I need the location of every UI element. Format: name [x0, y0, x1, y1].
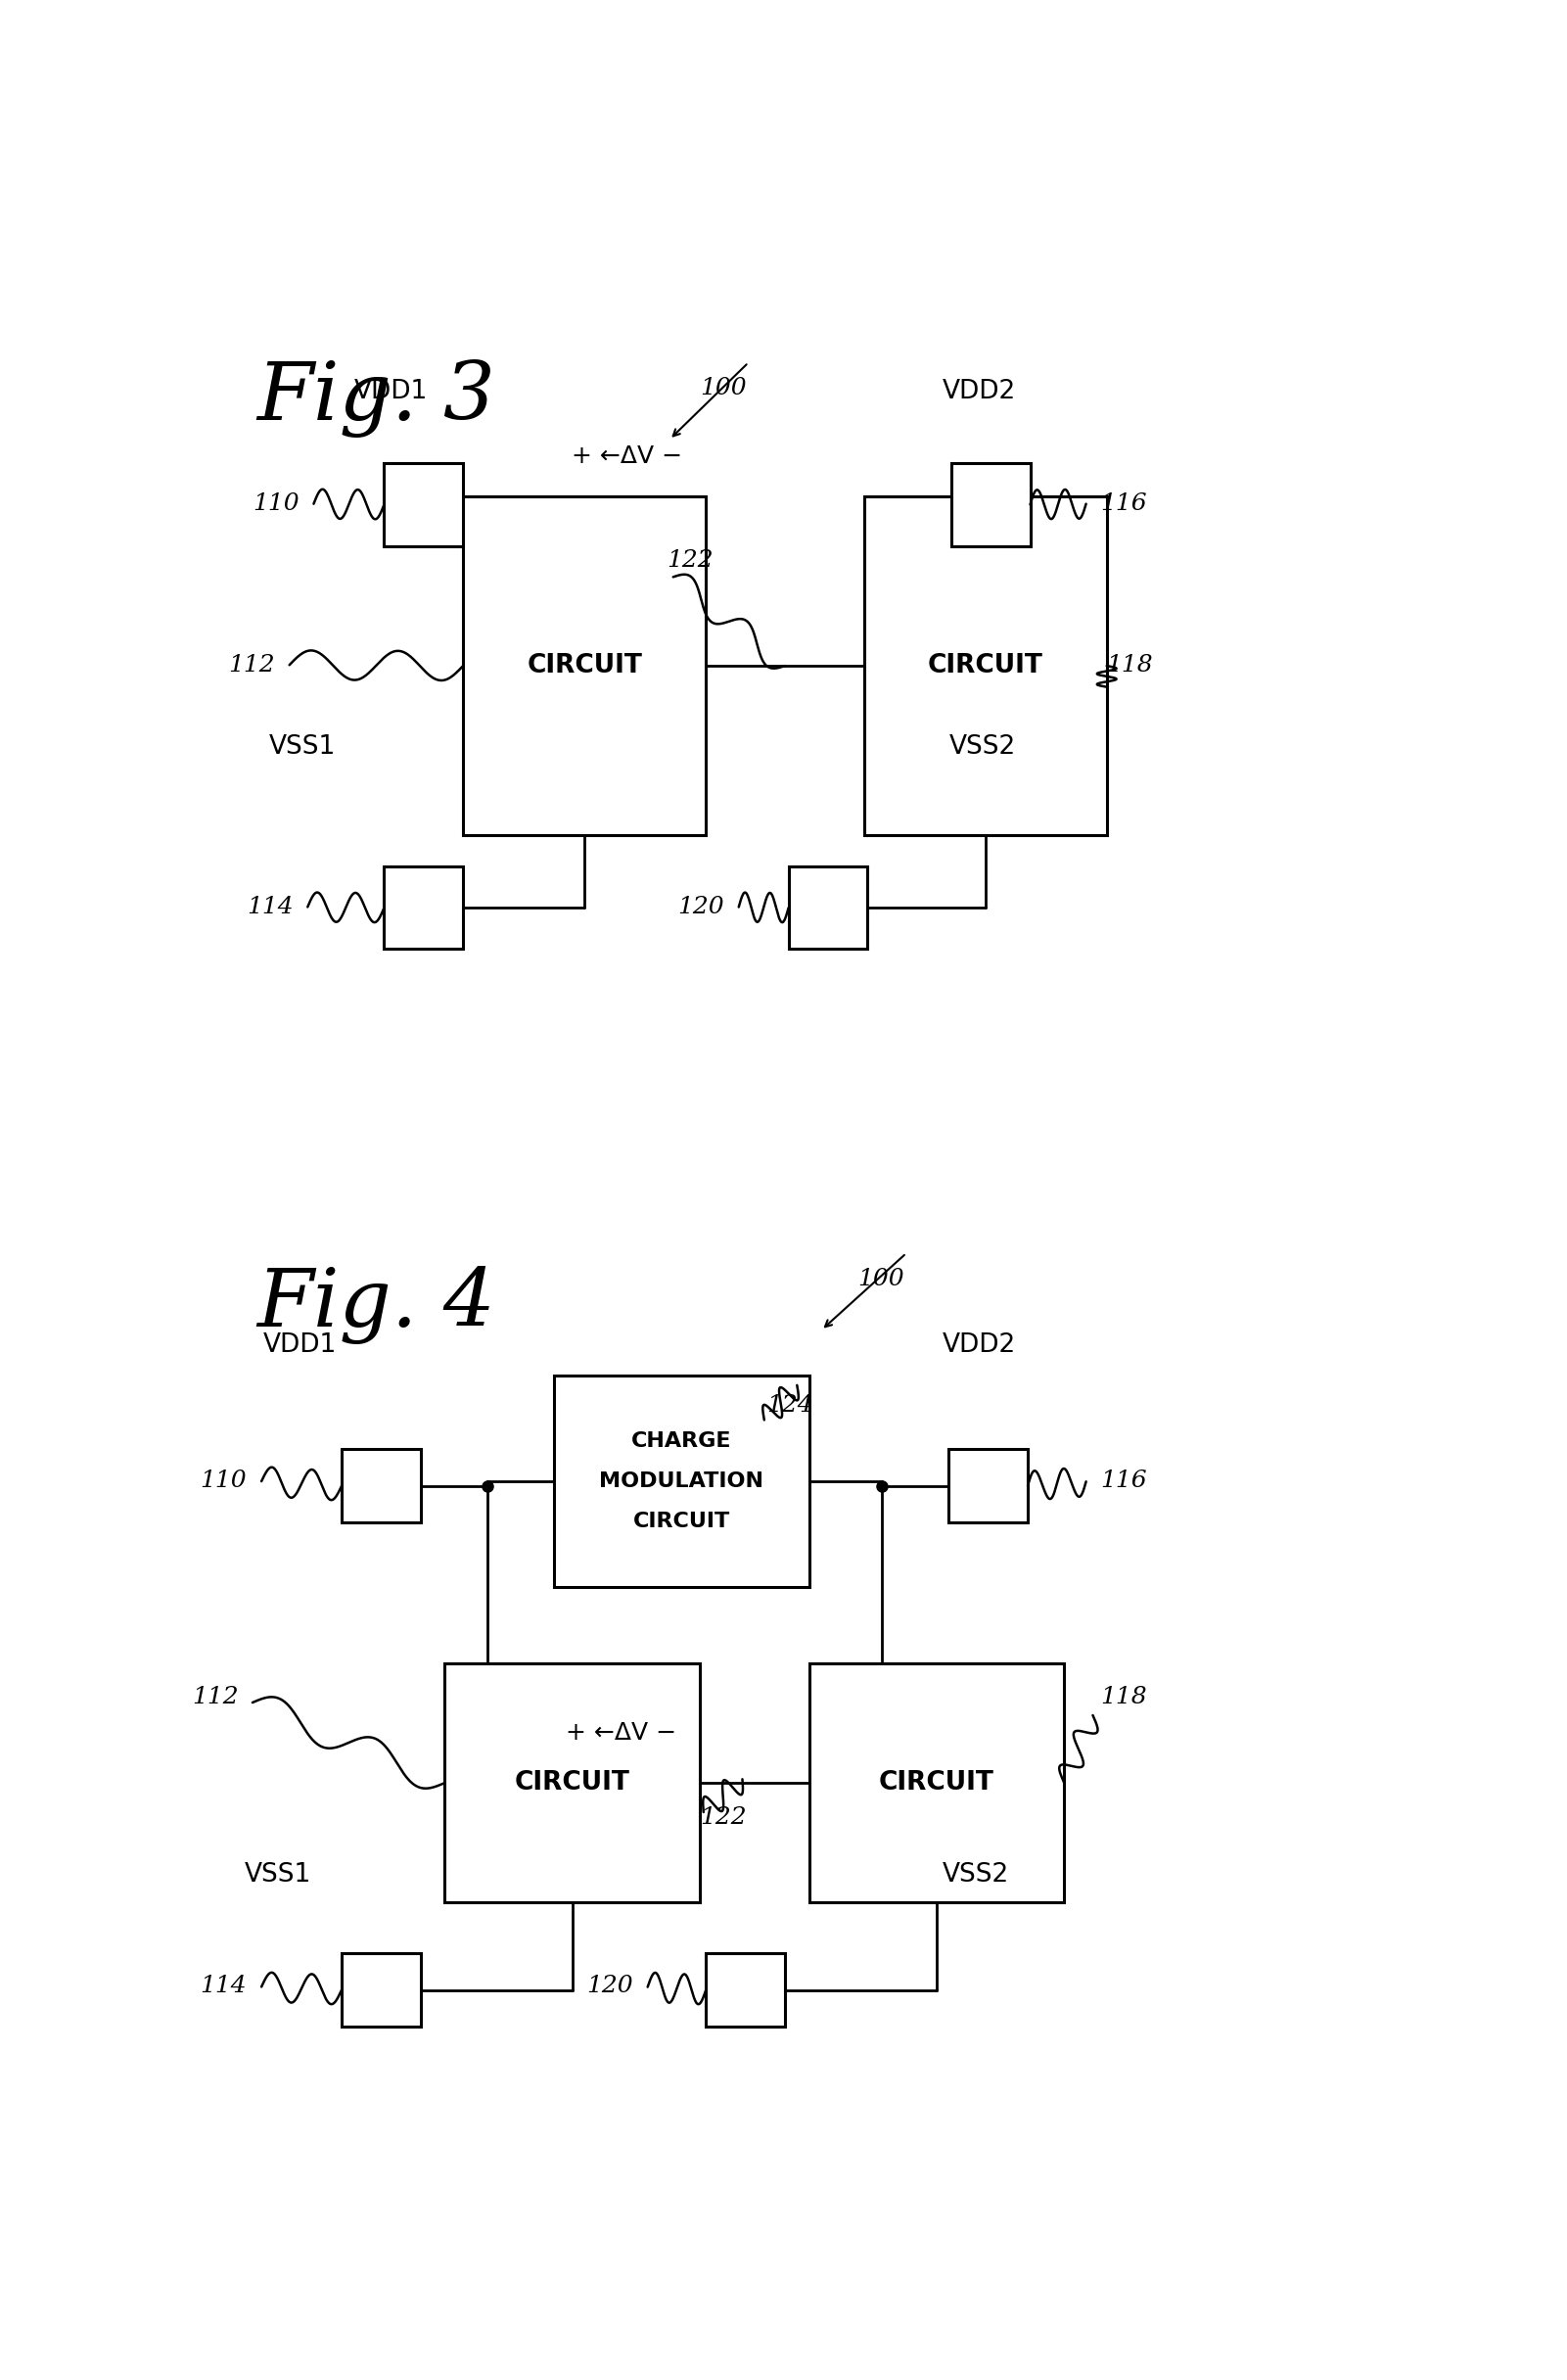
Text: 122: 122: [668, 550, 713, 571]
Text: CHARGE: CHARGE: [632, 1430, 732, 1452]
Text: 116: 116: [1100, 1468, 1147, 1492]
Bar: [342, 1954, 420, 2028]
Text: VSS1: VSS1: [270, 735, 335, 759]
Text: 114: 114: [201, 1975, 248, 1997]
Text: VSS1: VSS1: [244, 1861, 312, 1887]
Text: 124: 124: [766, 1395, 813, 1416]
Text: Fig. 3: Fig. 3: [257, 359, 495, 438]
Text: CIRCUIT: CIRCUIT: [633, 1511, 730, 1530]
Text: VDD1: VDD1: [354, 378, 428, 405]
Text: 112: 112: [229, 655, 274, 676]
Bar: [705, 1954, 785, 2028]
Text: 100: 100: [700, 376, 746, 400]
Text: 114: 114: [246, 895, 293, 919]
Bar: [950, 1449, 1028, 1523]
Bar: [342, 1449, 420, 1523]
Bar: [809, 1664, 1064, 1902]
Text: CIRCUIT: CIRCUIT: [928, 652, 1044, 678]
Text: + ←ΔV −: + ←ΔV −: [572, 445, 682, 469]
Bar: [464, 497, 707, 835]
Bar: [445, 1664, 700, 1902]
Text: VSS2: VSS2: [943, 1861, 1009, 1887]
Text: 120: 120: [677, 895, 724, 919]
Bar: [384, 866, 464, 950]
Text: VDD2: VDD2: [943, 378, 1017, 405]
Text: 110: 110: [201, 1468, 248, 1492]
Text: 118: 118: [1100, 1685, 1147, 1709]
Text: 112: 112: [191, 1685, 238, 1709]
Text: VDD1: VDD1: [263, 1333, 337, 1357]
Bar: [863, 497, 1106, 835]
Text: VSS2: VSS2: [950, 735, 1015, 759]
Text: Fig. 4: Fig. 4: [257, 1266, 495, 1345]
Text: CIRCUIT: CIRCUIT: [879, 1771, 995, 1795]
Text: + ←ΔV −: + ←ΔV −: [566, 1721, 677, 1745]
Bar: [555, 1376, 809, 1587]
Text: 116: 116: [1100, 493, 1147, 514]
Text: 122: 122: [700, 1806, 746, 1830]
Text: VDD2: VDD2: [943, 1333, 1017, 1357]
Bar: [788, 866, 868, 950]
Text: MODULATION: MODULATION: [600, 1471, 763, 1492]
Text: 100: 100: [857, 1266, 904, 1290]
Bar: [951, 464, 1030, 545]
Text: 118: 118: [1106, 655, 1153, 676]
Text: CIRCUIT: CIRCUIT: [527, 652, 642, 678]
Text: 120: 120: [586, 1975, 633, 1997]
Text: 110: 110: [252, 493, 299, 514]
Bar: [384, 464, 464, 545]
Text: CIRCUIT: CIRCUIT: [514, 1771, 630, 1795]
